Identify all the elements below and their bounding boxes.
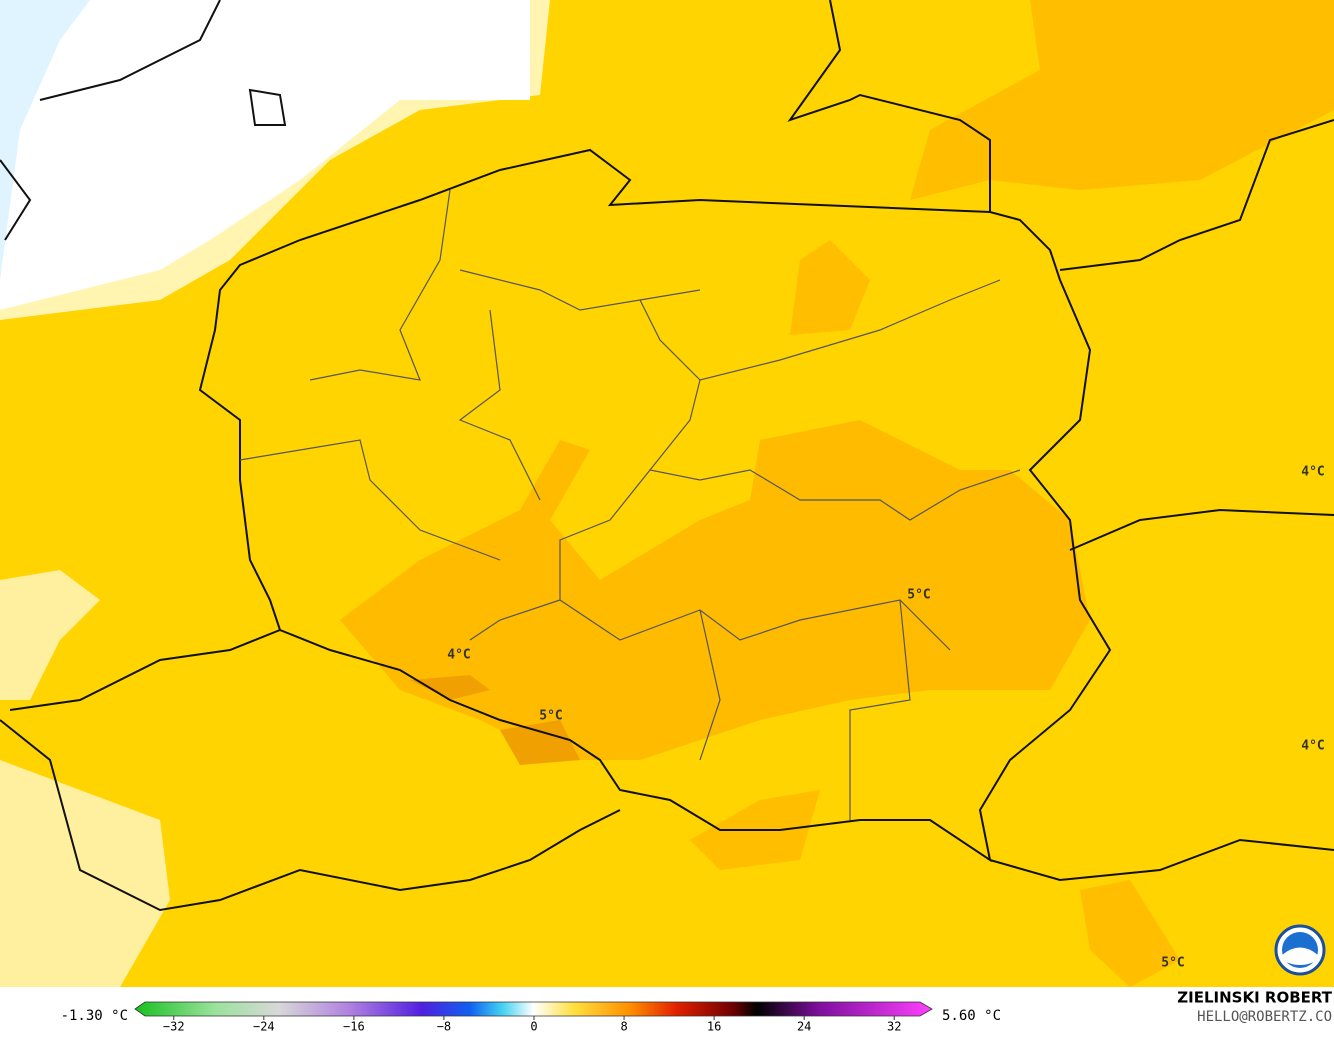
tick-label: 24 — [797, 1020, 811, 1034]
tick-label: 8 — [620, 1020, 627, 1034]
colorbar — [134, 1001, 933, 1017]
cold-zone — [0, 0, 530, 310]
map-area: 4°C 5°C 5°C 4°C 4°C 5°C — [0, 0, 1334, 987]
temperature-label: 5°C — [1161, 956, 1184, 971]
tick-label: −16 — [343, 1020, 365, 1034]
colorbar-ticks: −32 −24 −16 −8 0 8 16 24 32 — [163, 1016, 901, 1034]
warmest-zone — [410, 675, 580, 765]
author-email: HELLO@ROBERTZ.CO — [1197, 1009, 1332, 1025]
warm-zone — [340, 420, 1090, 760]
warm-zone — [910, 0, 1334, 200]
legend-min: -1.30 °C — [61, 1008, 128, 1024]
tick-label: 0 — [530, 1020, 537, 1034]
tick-label: 32 — [887, 1020, 901, 1034]
temperature-label: 4°C — [1301, 465, 1324, 480]
noaa-logo — [1274, 924, 1326, 976]
tick-label: −8 — [437, 1020, 451, 1034]
region-border — [239, 189, 1021, 820]
author-name: ZIELINSKI ROBERT — [1177, 989, 1332, 1007]
tick-label: 16 — [707, 1020, 721, 1034]
temperature-label: 4°C — [1301, 739, 1324, 754]
warm-zone — [690, 240, 1180, 987]
temperature-label: 4°C — [447, 648, 470, 663]
pale-zone — [0, 570, 170, 987]
tick-label: −24 — [253, 1020, 275, 1034]
island — [248, 88, 287, 126]
country-border — [0, 0, 1334, 912]
legend-max: 5.60 °C — [942, 1008, 1001, 1024]
cold-zone — [0, 0, 90, 280]
temperature-label: 5°C — [907, 588, 930, 603]
temperature-label: 5°C — [539, 709, 562, 724]
tick-label: −32 — [163, 1020, 185, 1034]
